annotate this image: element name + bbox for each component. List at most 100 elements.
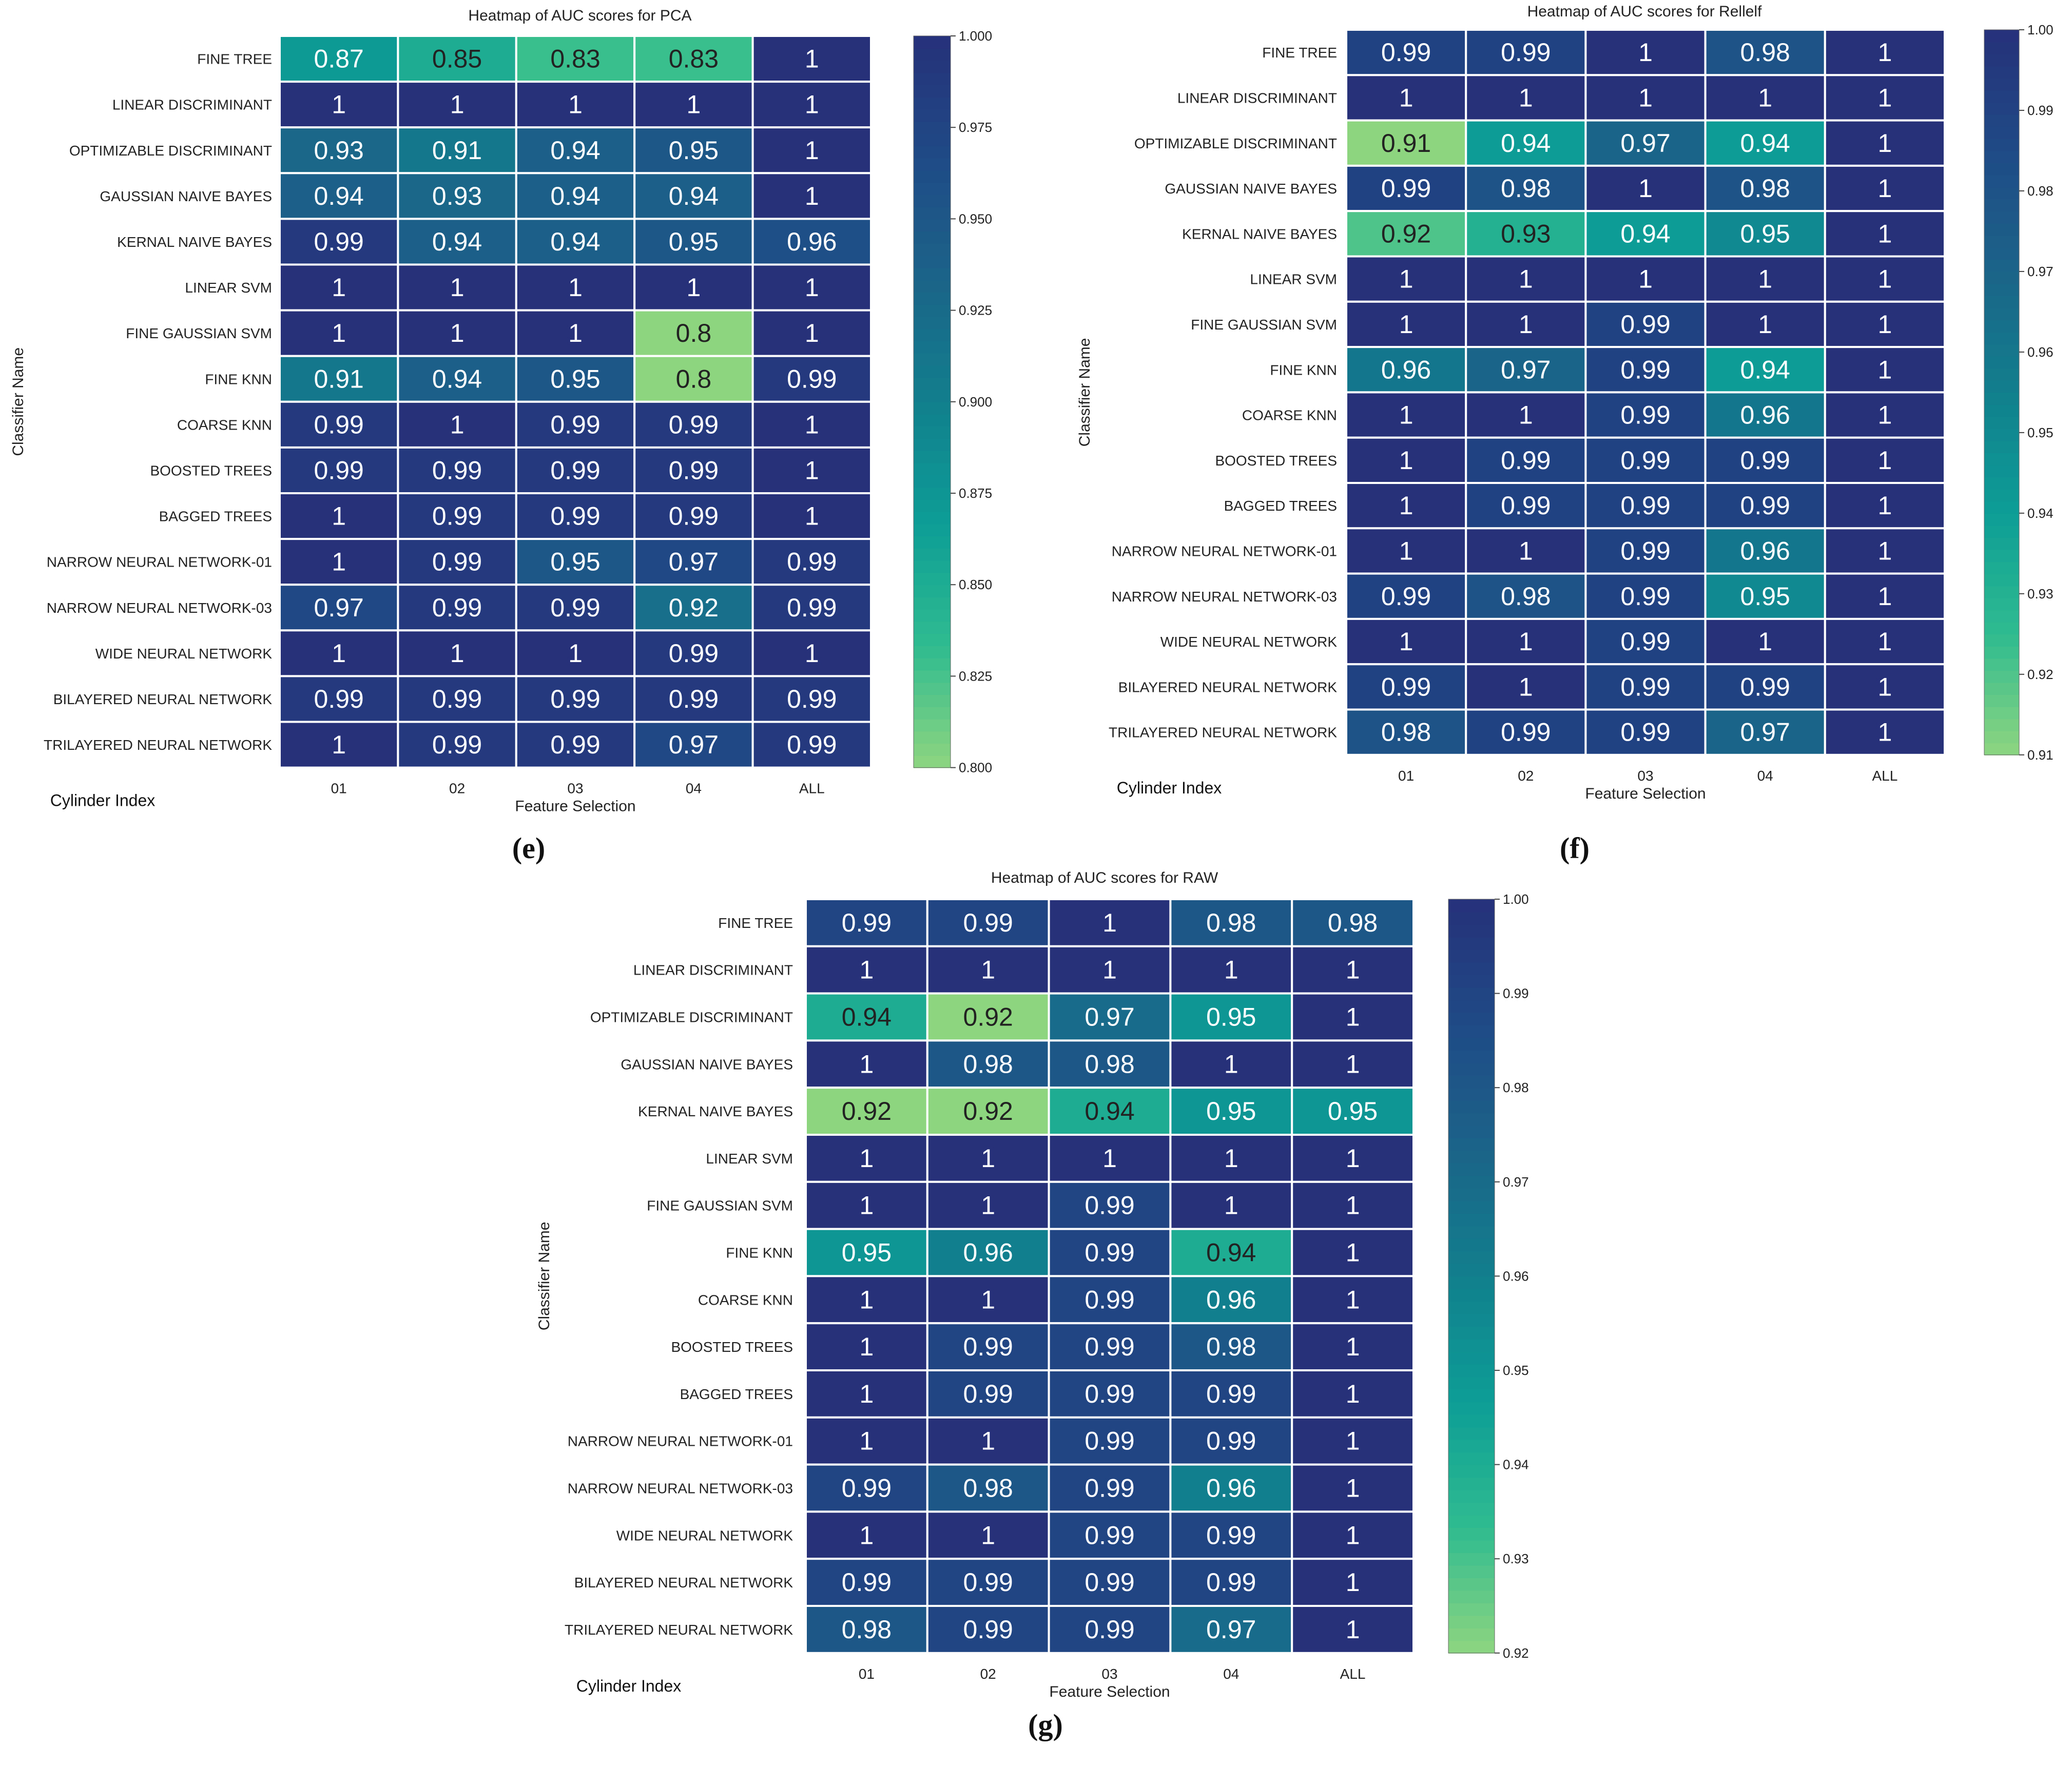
heatmap-cell [1584, 29, 1707, 76]
colorbar-segment [1984, 440, 2019, 454]
heatmap-cell [1465, 708, 1587, 756]
colorbar-segment [1984, 380, 2019, 393]
y-tick-label: WIDE NEURAL NETWORK [1160, 634, 1338, 650]
colorbar-segment [1448, 899, 1495, 913]
colorbar-tick-label: 0.98 [2027, 183, 2054, 199]
colorbar-segment [1448, 1565, 1495, 1578]
heatmap-cell [1291, 1369, 1415, 1419]
heatmap-panel-relief: Heatmap of AUC scores for Rellelf 0.99 0.9… [1076, 3, 2054, 865]
cell-value-label: 1 [1102, 1144, 1117, 1173]
heatmap-cell [633, 172, 754, 220]
colorbar-segment [1984, 743, 2019, 755]
cell-value-label: 0.96 [963, 1238, 1013, 1267]
cell-value-label: 0.99 [1085, 1191, 1134, 1220]
cell-value-label: 1 [1346, 1380, 1360, 1408]
heatmap-cell [1584, 617, 1707, 666]
cell-value-label: 1 [859, 1521, 874, 1549]
cell-value-label: 1 [332, 639, 346, 668]
heatmap-cell [751, 446, 872, 495]
heatmap-cell [397, 218, 517, 266]
cell-value-label: 0.98 [1740, 174, 1790, 203]
heatmap-cell [279, 81, 399, 129]
colorbar-segment [914, 401, 951, 415]
heatmap-cell [515, 721, 636, 769]
heatmap-cell [633, 721, 754, 769]
cell-value-label: 0.96 [787, 227, 837, 256]
colorbar-segment [914, 231, 951, 244]
y-tick-label: NARROW NEURAL NETWORK-01 [47, 554, 272, 570]
colorbar-segment [1984, 549, 2019, 563]
y-tick-label: GAUSSIAN NAIVE BAYES [1165, 181, 1337, 197]
cell-value-label: 0.99 [1206, 1380, 1256, 1408]
cell-value-label: 1 [805, 273, 819, 302]
cell-value-label: 0.99 [1085, 1615, 1134, 1644]
colorbar-segment [914, 85, 951, 98]
cell-value-label: 0.99 [1740, 491, 1790, 520]
cell-value-label: 0.98 [1206, 908, 1256, 937]
heatmap-cell [1824, 708, 1946, 756]
cell-value-label: 1 [1399, 265, 1413, 294]
colorbar-segment [1984, 223, 2019, 236]
y-tick-label: FINE KNN [205, 371, 272, 387]
heatmap-cell [397, 172, 517, 220]
cell-value-label: 0.95 [1740, 219, 1790, 248]
heatmap-cell [805, 1039, 928, 1089]
cell-value-label: 1 [332, 90, 346, 119]
cell-value-label: 1 [1519, 672, 1533, 701]
y-tick-label: KERNAL NAIVE BAYES [1182, 226, 1337, 242]
colorbar-tick-label: 0.95 [2027, 425, 2054, 440]
heatmap-cell [926, 1322, 1050, 1371]
heatmap-cell [515, 446, 636, 495]
y-tick-label: BILAYERED NEURAL NETWORK [1118, 679, 1338, 695]
colorbar-segment [914, 341, 951, 354]
y-tick-label: FINE TREE [197, 51, 272, 67]
heatmap-cell [1465, 663, 1587, 711]
cell-value-label: 0.99 [1381, 38, 1431, 67]
cell-value-label: 0.99 [787, 364, 837, 393]
colorbar-segment [914, 511, 951, 525]
colorbar-segment [914, 72, 951, 86]
colorbar-segment [914, 353, 951, 366]
y-tick-label: TRILAYERED NEURAL NETWORK [44, 737, 272, 753]
cell-value-label: 0.99 [1620, 627, 1670, 656]
cell-value-label: 0.99 [963, 1380, 1013, 1408]
heatmap-cell [805, 1180, 928, 1230]
chart-title: Heatmap of AUC scores for Rellelf [1527, 3, 1763, 20]
heatmap-cell [515, 218, 636, 266]
heatmap-cell [1291, 1605, 1415, 1654]
x-axis-label: Feature Selection [1049, 1683, 1170, 1700]
y-tick-label: KERNAL NAIVE BAYES [117, 234, 272, 250]
cell-value-label: 0.99 [669, 502, 719, 531]
cell-value-label: 0.94 [842, 1003, 892, 1032]
heatmap-cell [926, 1087, 1050, 1136]
cell-value-label: 0.94 [1620, 219, 1670, 248]
colorbar-segment [1448, 1226, 1495, 1239]
heatmap-cell [515, 675, 636, 723]
colorbar-segment [914, 572, 951, 586]
colorbar-segment [914, 194, 951, 207]
colorbar-segment [1448, 1364, 1495, 1378]
heatmap-cell [279, 492, 399, 540]
cell-value-label: 0.92 [963, 1003, 1013, 1032]
colorbar-segment [1448, 1577, 1495, 1591]
colorbar-segment [1984, 513, 2019, 526]
heatmap-cell [515, 629, 636, 677]
cell-value-label: 0.99 [1620, 401, 1670, 430]
heatmap-cell [1704, 300, 1826, 348]
y-tick-label: LINEAR DISCRIMINANT [1177, 90, 1337, 106]
heatmap-cell [1584, 527, 1707, 575]
cell-value-label: 1 [1758, 627, 1772, 656]
cell-value-label: 1 [1877, 355, 1892, 384]
heatmap-cell [279, 309, 399, 357]
colorbar-segment [1984, 416, 2019, 430]
cell-value-label: 1 [1346, 1332, 1360, 1361]
cell-value-label: 0.99 [1620, 355, 1670, 384]
heatmap-cell [1048, 1134, 1172, 1183]
cell-value-label: 1 [1346, 1144, 1360, 1173]
colorbar-segment [914, 182, 951, 195]
x-tick-label: 04 [686, 781, 702, 797]
colorbar-segment [1984, 489, 2019, 502]
heatmap-cell [1048, 898, 1172, 947]
colorbar-segment [1448, 1552, 1495, 1566]
x-tick-label: 01 [331, 781, 347, 797]
